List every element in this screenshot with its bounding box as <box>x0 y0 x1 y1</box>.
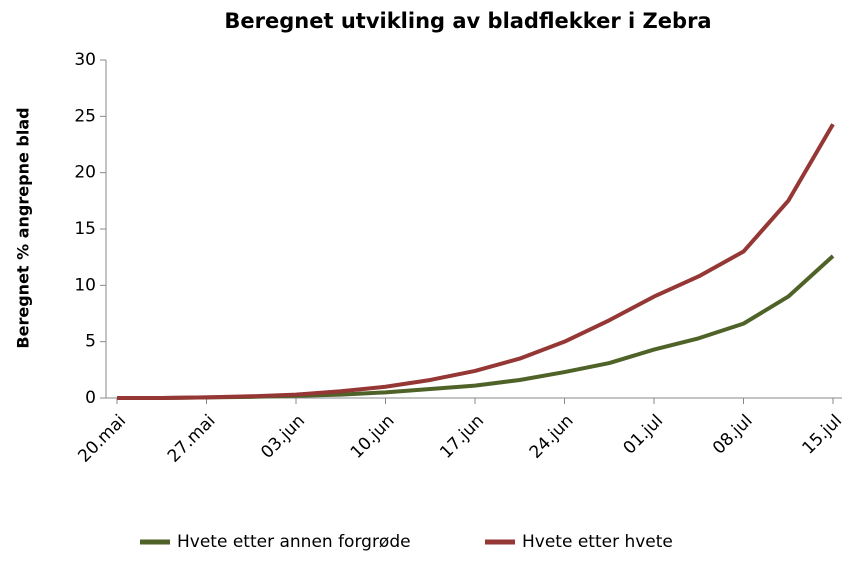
line-series <box>117 254 835 400</box>
x-tick-label: 15.jul <box>799 411 847 459</box>
y-tick-label: 5 <box>85 332 96 352</box>
y-tick-label: 25 <box>74 106 96 126</box>
x-tick-label: 03.jun <box>257 411 309 463</box>
x-tick-label: 27.mai <box>164 411 220 467</box>
legend-label: Hvete etter annen forgrøde <box>177 532 411 552</box>
x-tick-label: 24.jun <box>526 411 578 463</box>
x-tick-label: 01.jul <box>620 411 668 459</box>
x-tick-label: 17.jun <box>436 411 488 463</box>
y-tick-label: 20 <box>74 163 96 183</box>
y-tick-label: 15 <box>74 219 96 239</box>
y-tick-label: 30 <box>74 50 96 70</box>
line-series <box>117 123 835 400</box>
y-axis-label: Beregnet % angrepne blad <box>14 107 33 348</box>
x-tick-label: 08.jul <box>709 411 757 459</box>
legend-label: Hvete etter hvete <box>522 532 673 552</box>
y-tick-label: 10 <box>74 275 96 295</box>
x-tick-label: 10.jun <box>347 411 399 463</box>
x-tick-label: 20.mai <box>74 411 130 467</box>
chart-title: Beregnet utvikling av bladflekker i Zebr… <box>224 9 711 33</box>
y-tick-label: 0 <box>85 388 96 408</box>
